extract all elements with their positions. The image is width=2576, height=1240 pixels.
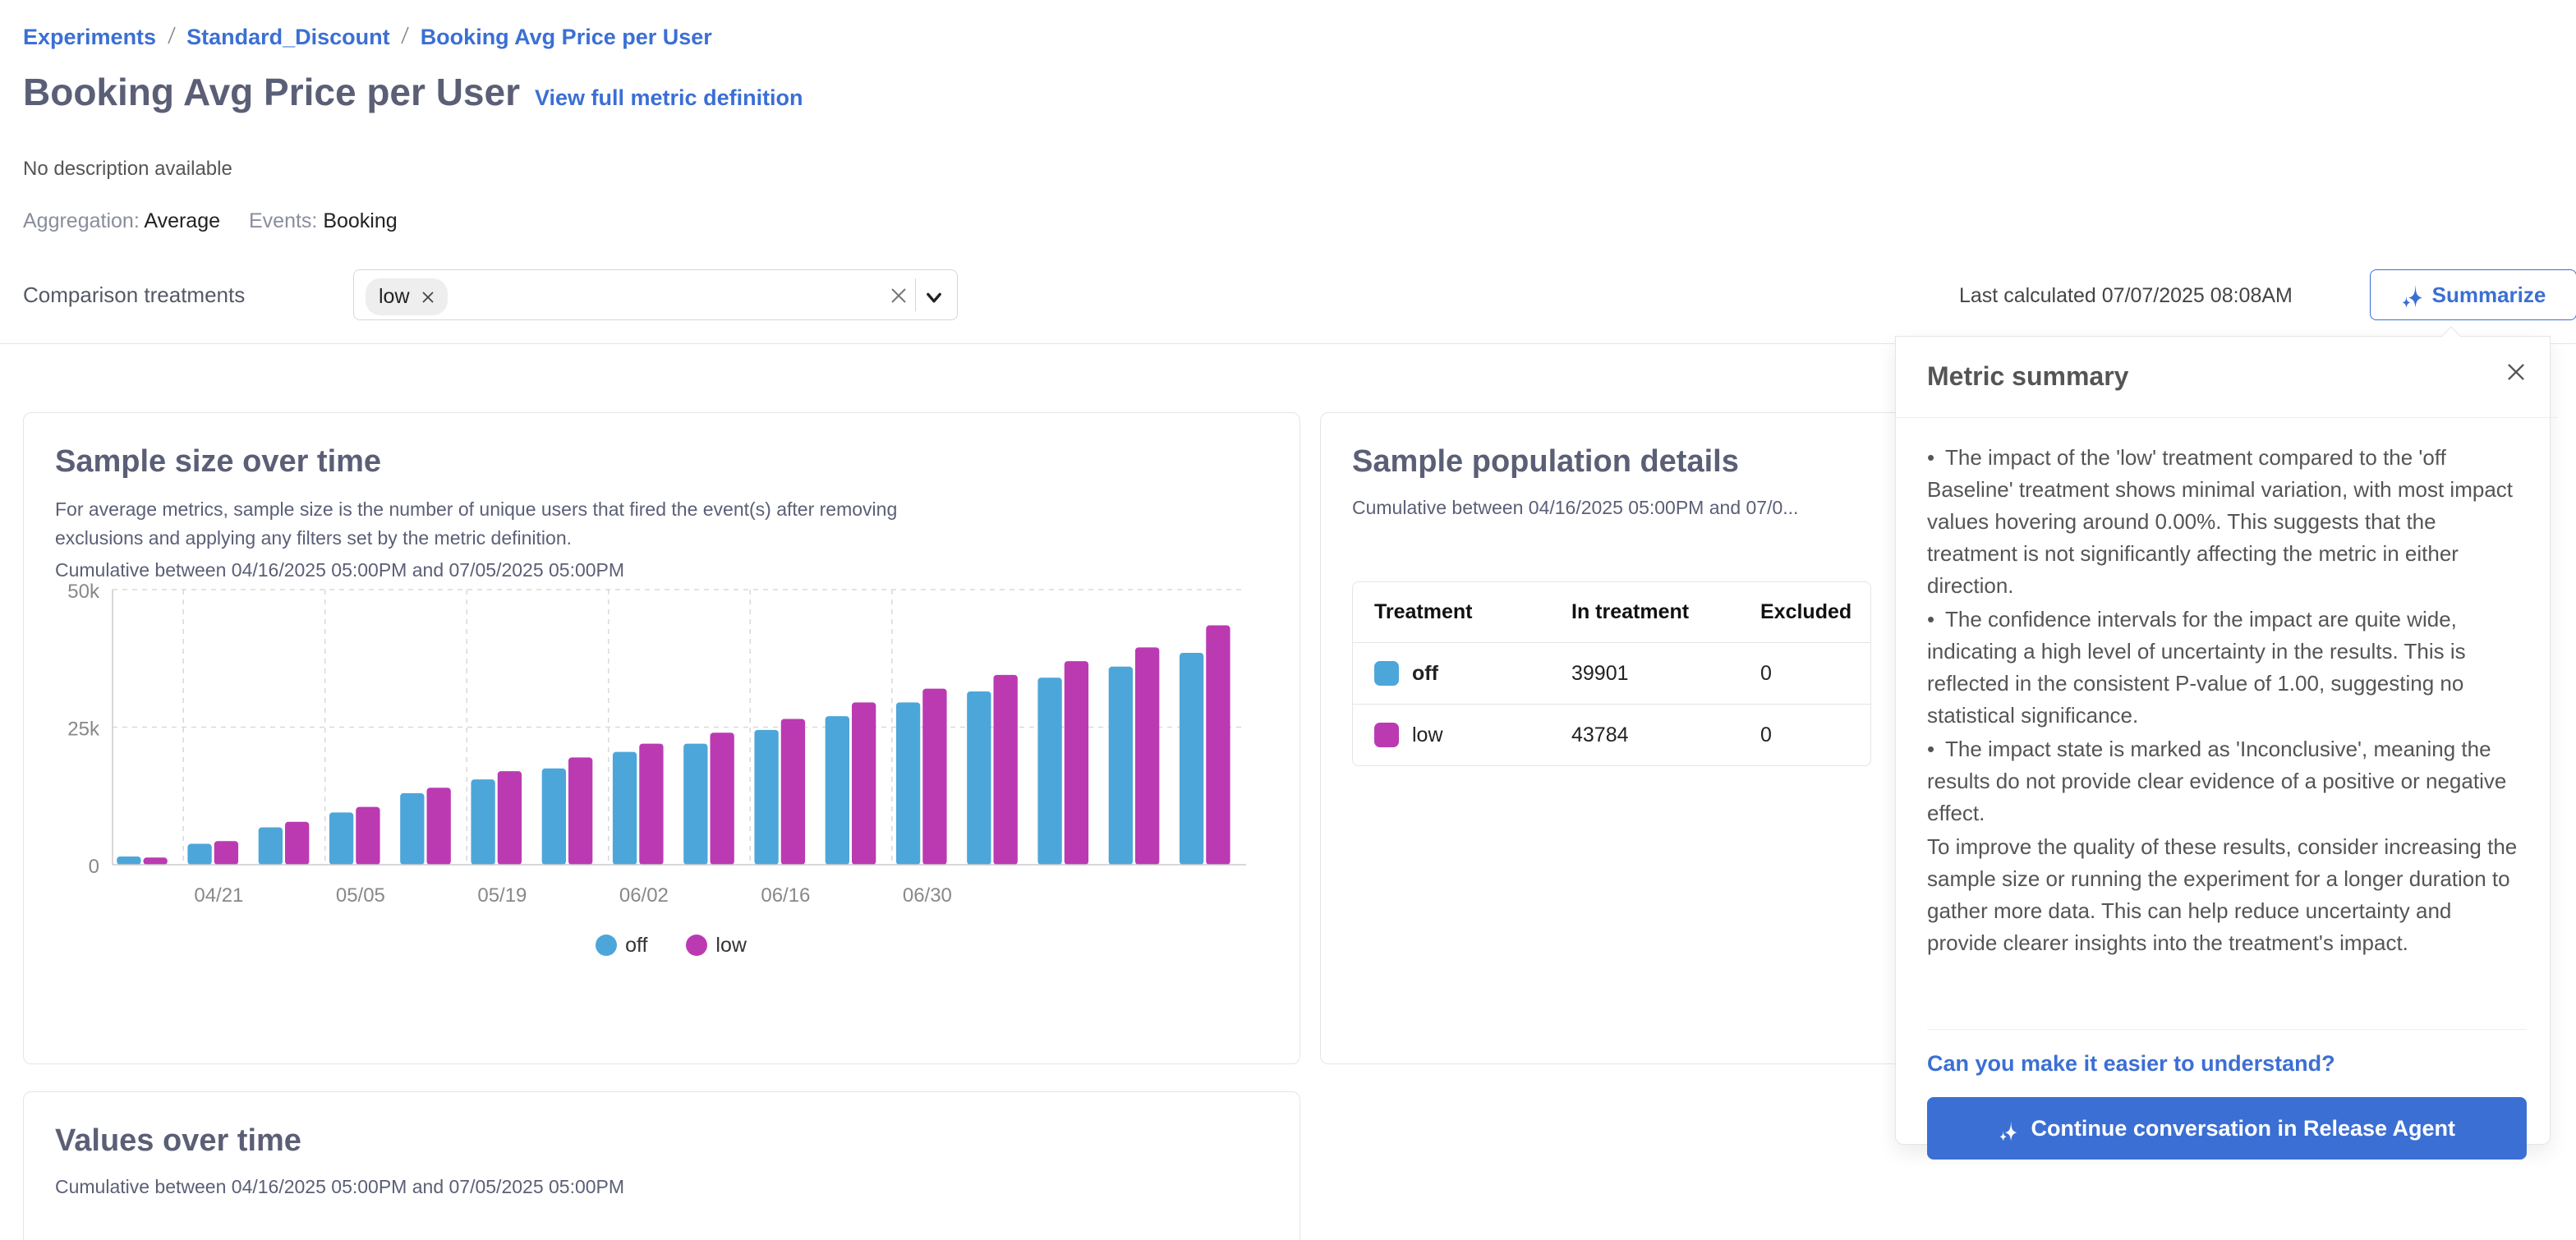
svg-text:06/02: 06/02 [619, 884, 669, 907]
svg-text:25k: 25k [67, 719, 100, 741]
svg-text:0: 0 [89, 856, 99, 878]
svg-text:06/16: 06/16 [761, 884, 810, 907]
svg-text:05/05: 05/05 [336, 884, 385, 907]
svg-text:06/30: 06/30 [903, 884, 952, 907]
svg-text:04/21: 04/21 [194, 884, 243, 907]
svg-text:50k: 50k [67, 581, 100, 603]
svg-text:05/19: 05/19 [477, 884, 527, 907]
